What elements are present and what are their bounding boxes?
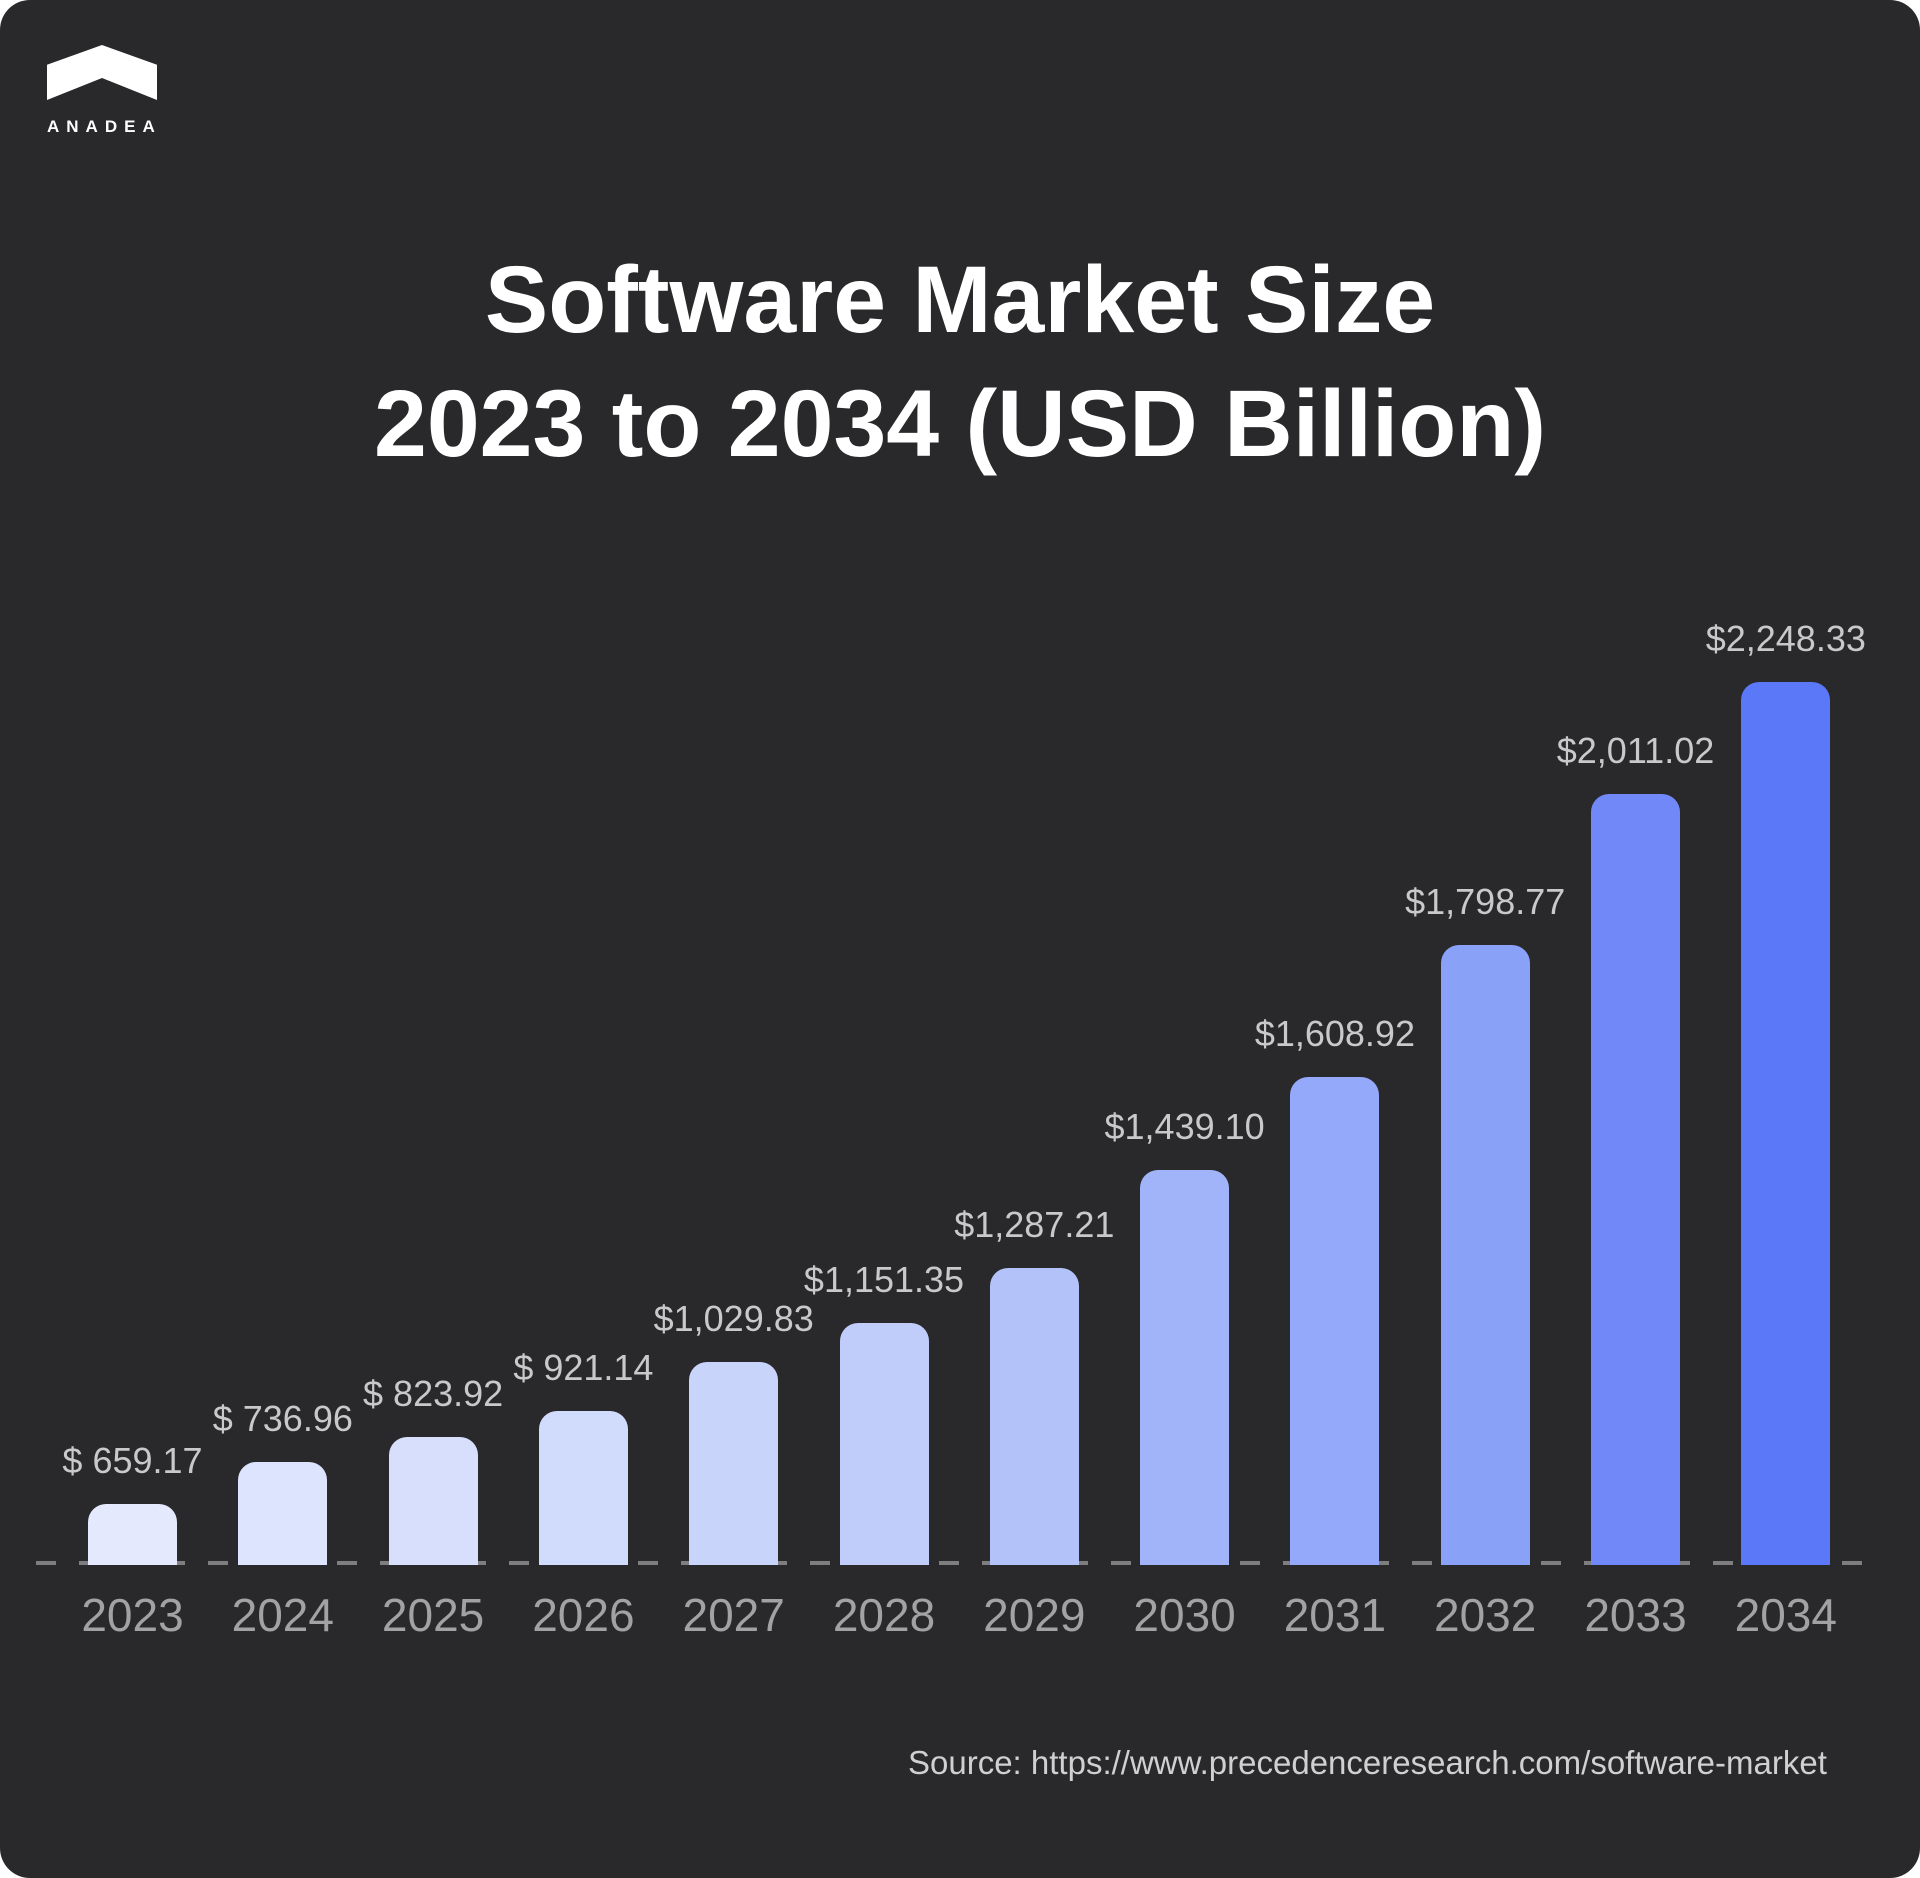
x-axis-label-2024: 2024 (231, 1589, 334, 1641)
bar-value-label-2026: $ 921.14 (513, 1347, 654, 1388)
bar-2032 (1440, 945, 1530, 1565)
x-axis-label-2029: 2029 (983, 1589, 1086, 1641)
x-axis-label-2032: 2032 (1434, 1589, 1537, 1641)
bar-value-label-2024: $ 736.96 (212, 1398, 353, 1439)
bar-2031 (1290, 1077, 1380, 1565)
x-axis-label-2028: 2028 (832, 1589, 936, 1641)
bar-2026 (538, 1411, 628, 1565)
x-axis-label-2025: 2025 (381, 1589, 485, 1641)
x-axis-label-2030: 2030 (1133, 1589, 1236, 1641)
bar-2029 (989, 1268, 1079, 1565)
x-axis-baseline (36, 1561, 1884, 1565)
bar-value-label-2031: $1,608.92 (1254, 1013, 1415, 1054)
chart-title-line2: 2023 to 2034 (USD Billion) (373, 371, 1546, 477)
bar-2034 (1741, 682, 1831, 1565)
x-axis-label-2027: 2027 (682, 1589, 785, 1641)
x-axis-label-2034: 2034 (1734, 1589, 1837, 1641)
bar-value-label-2032: $1,798.77 (1405, 881, 1566, 922)
bar-value-label-2034: $2,248.33 (1705, 618, 1866, 659)
x-axis-label-2033: 2033 (1584, 1589, 1687, 1641)
x-axis-label-2026: 2026 (532, 1589, 635, 1641)
bar-2024 (238, 1462, 328, 1565)
x-axis-label-2031: 2031 (1283, 1589, 1387, 1641)
brand-name: ANADEA (47, 117, 162, 136)
bar-value-label-2030: $1,439.10 (1104, 1106, 1265, 1147)
bar-2023 (88, 1504, 177, 1565)
chart-title-line1: Software Market Size (484, 247, 1436, 353)
bar-value-label-2027: $1,029.83 (653, 1298, 814, 1339)
bar-value-label-2029: $1,287.21 (954, 1204, 1115, 1245)
bar-2030 (1140, 1170, 1230, 1565)
bar-value-label-2025: $ 823.92 (363, 1373, 504, 1414)
bar-2028 (839, 1323, 929, 1565)
bar-2025 (388, 1437, 478, 1565)
x-axis-label-2023: 2023 (81, 1589, 184, 1641)
bar-value-label-2033: $2,011.02 (1556, 730, 1715, 771)
bar-value-label-2028: $1,151.35 (803, 1259, 965, 1300)
bar-2027 (689, 1362, 779, 1565)
source-attribution: Source: https://www.precedenceresearch.c… (908, 1744, 1827, 1781)
bar-value-label-2023: $ 659.17 (62, 1440, 203, 1481)
chart-title: Software Market Size 2023 to 2034 (USD B… (0, 238, 1920, 486)
brand-logo: ANADEA (47, 45, 162, 137)
bar-2033 (1591, 794, 1680, 1565)
